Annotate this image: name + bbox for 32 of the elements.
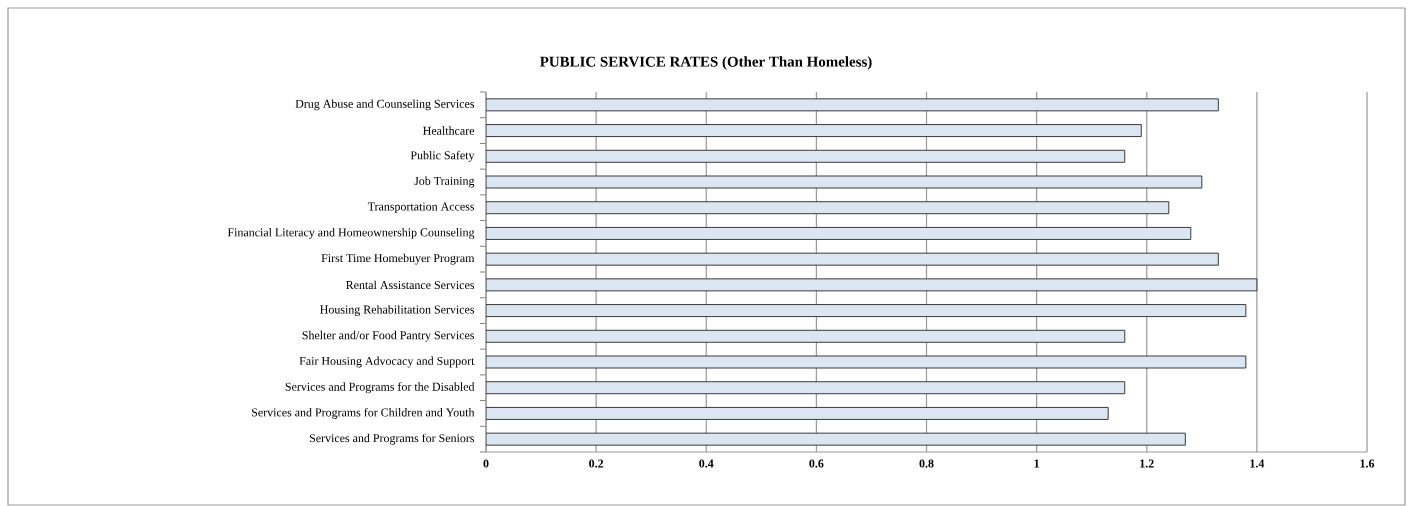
x-tick-label: 1: [1034, 459, 1039, 468]
y-tick-label: Rental Assistance Services: [346, 280, 475, 290]
y-tick-label: Healthcare: [423, 126, 475, 135]
bar: [486, 381, 1126, 395]
bar: [486, 329, 1126, 343]
x-tick-label: 1.4: [1250, 459, 1265, 468]
x-tick-label: 0.6: [809, 459, 824, 468]
y-tick-label: Housing Rehabilitation Services: [320, 305, 475, 317]
y-tick-label: Services and Programs for the Disabled: [285, 382, 475, 394]
bar: [486, 406, 1109, 420]
x-tick-label: 0.8: [919, 459, 934, 468]
bar: [486, 304, 1247, 318]
chart-title: PUBLIC SERVICE RATES (Other Than Homeless): [539, 56, 872, 70]
bar: [486, 201, 1170, 215]
y-tick-label: Services and Programs for Seniors: [309, 433, 475, 445]
x-tick-label: 1.6: [1360, 459, 1375, 468]
y-tick-label: First Time Homebuyer Program: [321, 253, 475, 265]
y-tick-label: Shelter and/or Food Pantry Services: [302, 330, 475, 342]
x-tick-label: 0: [483, 459, 489, 468]
y-tick-label: Job Training: [414, 176, 475, 188]
y-tick-label: Services and Programs for Children and Youth: [252, 407, 475, 419]
y-tick-label: Transportation Access: [367, 202, 475, 213]
y-tick-label: Fair Housing Advocacy and Support: [299, 356, 475, 368]
x-tick-label: 0.4: [699, 459, 714, 468]
bar: [486, 149, 1126, 163]
y-tick-label: Drug Abuse and Counseling Services: [295, 99, 475, 111]
y-tick-label: Financial Literacy and Homeownership Counseling: [227, 227, 475, 239]
bar: [486, 124, 1142, 138]
x-tick-label: 0.2: [589, 459, 604, 468]
bar: [486, 226, 1192, 240]
y-tick-label: Public Safety: [410, 150, 475, 162]
x-tick-label: 1.2: [1140, 459, 1154, 468]
